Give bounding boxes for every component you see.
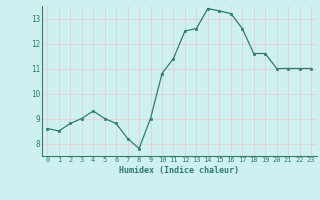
X-axis label: Humidex (Indice chaleur): Humidex (Indice chaleur) bbox=[119, 166, 239, 175]
